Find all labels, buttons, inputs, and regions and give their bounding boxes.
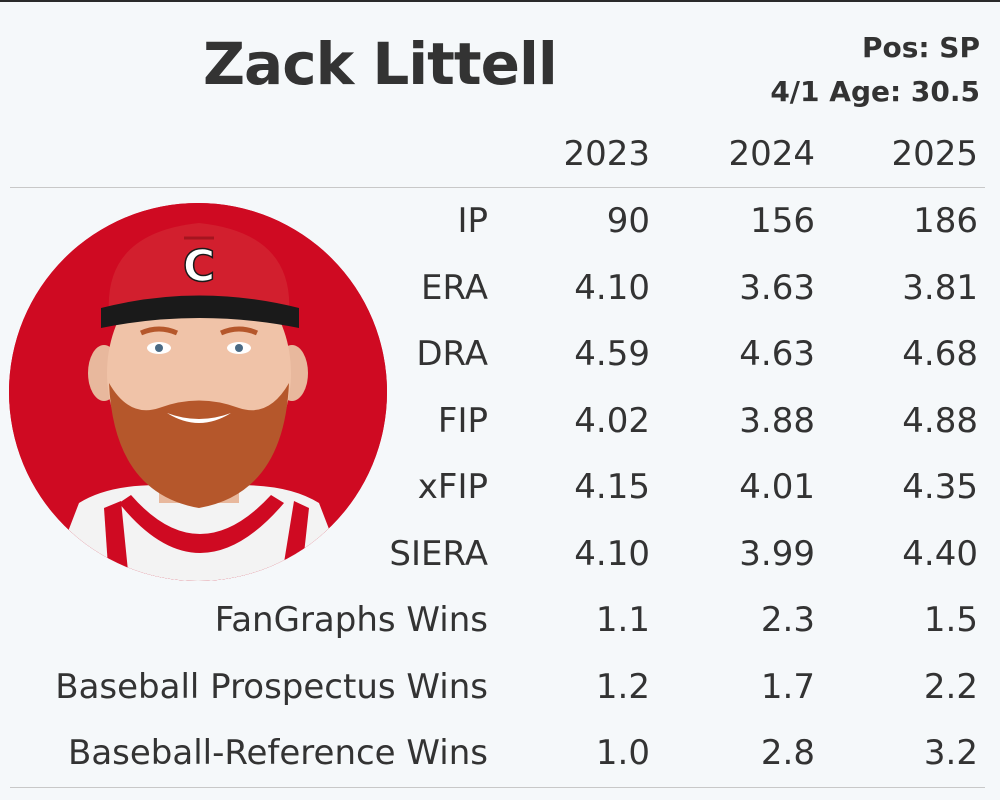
stat-value: 4.15 xyxy=(574,467,650,507)
stat-value: 2.8 xyxy=(760,733,815,773)
table-row: Baseball Prospectus Wins 1.2 1.7 2.2 xyxy=(0,654,1000,720)
stat-value: 4.40 xyxy=(902,533,978,574)
stat-value: 4.88 xyxy=(902,400,978,441)
stat-value: 4.02 xyxy=(574,400,650,441)
stat-value: 186 xyxy=(913,201,978,241)
header-divider xyxy=(10,187,985,188)
year-header-2025: 2025 xyxy=(891,134,978,174)
stat-value: 90 xyxy=(606,201,650,241)
player-name: Zack Littell xyxy=(203,30,558,98)
stat-label: xFIP xyxy=(417,467,488,507)
year-header-2024: 2024 xyxy=(728,134,815,174)
table-row: Baseball-Reference Wins 1.0 2.8 3.2 xyxy=(0,720,1000,786)
stat-value: 4.68 xyxy=(902,334,978,374)
stat-value: 1.5 xyxy=(923,600,978,640)
stat-value: 1.1 xyxy=(595,600,650,640)
stat-value: 2.3 xyxy=(760,600,815,640)
player-meta: Pos: SP 4/1 Age: 30.5 xyxy=(770,26,980,114)
stat-value: 3.88 xyxy=(739,400,815,441)
svg-text:C: C xyxy=(183,241,215,292)
stat-value: 3.99 xyxy=(739,533,815,574)
table-row: IP 90 156 186 xyxy=(0,188,1000,254)
stat-value: 4.01 xyxy=(739,467,815,507)
stat-value: 4.10 xyxy=(574,267,650,308)
stat-value: 3.81 xyxy=(902,267,978,308)
table-row: SIERA 4.10 3.99 4.40 xyxy=(0,521,1000,587)
stat-value: 2.2 xyxy=(923,666,978,707)
stat-value: 1.0 xyxy=(595,733,650,773)
stat-label: DRA xyxy=(416,334,488,374)
stat-label: FanGraphs Wins xyxy=(214,600,488,640)
table-row: xFIP 4.15 4.01 4.35 xyxy=(0,454,1000,520)
player-age: 4/1 Age: 30.5 xyxy=(770,75,980,108)
stat-value: 4.63 xyxy=(739,334,815,374)
table-row: ERA 4.10 3.63 3.81 xyxy=(0,255,1000,321)
year-header-2023: 2023 xyxy=(563,134,650,174)
stat-label: SIERA xyxy=(389,533,488,574)
stat-value: 3.2 xyxy=(923,733,978,773)
stat-value: 156 xyxy=(750,201,815,241)
stat-value: 4.35 xyxy=(902,467,978,507)
stat-value: 1.7 xyxy=(760,666,815,707)
player-position: Pos: SP xyxy=(861,31,980,64)
stat-value: 4.10 xyxy=(574,533,650,574)
bottom-divider xyxy=(10,787,985,788)
stat-label: Baseball Prospectus Wins xyxy=(55,666,488,707)
stat-label: Baseball-Reference Wins xyxy=(68,733,488,773)
top-border xyxy=(0,0,1000,2)
table-row: FanGraphs Wins 1.1 2.3 1.5 xyxy=(0,587,1000,653)
player-headshot: C xyxy=(9,203,387,581)
stat-label: IP xyxy=(457,201,488,241)
stat-label: FIP xyxy=(437,400,488,441)
stat-value: 3.63 xyxy=(739,267,815,308)
stat-value: 1.2 xyxy=(595,666,650,707)
stat-value: 4.59 xyxy=(574,334,650,374)
table-row: FIP 4.02 3.88 4.88 xyxy=(0,388,1000,454)
table-row: DRA 4.59 4.63 4.68 xyxy=(0,321,1000,387)
stat-label: ERA xyxy=(421,267,488,308)
